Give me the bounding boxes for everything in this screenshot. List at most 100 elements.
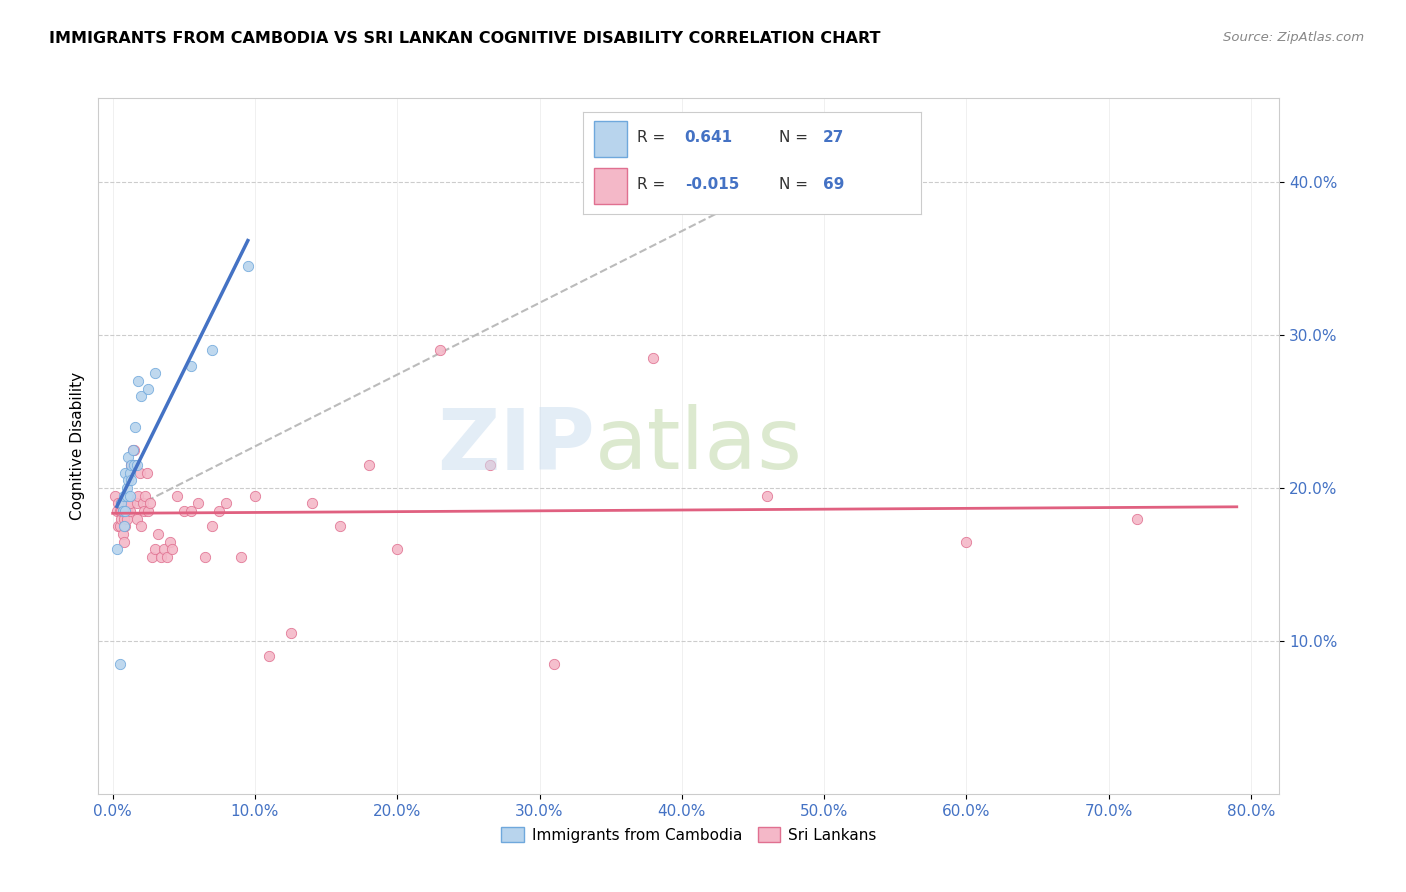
Point [131,496,153,510]
Bar [593,168,627,204]
Point [127,489,149,503]
Point [110,496,132,510]
Text: N =: N = [779,178,813,193]
Y-axis label: Cognitive Disability: Cognitive Disability [69,372,84,520]
Point [117,450,139,465]
Point [280,626,302,640]
Point [153,542,176,557]
Point [125,458,148,472]
Point [150,549,173,564]
Point [118,489,141,503]
Point [108,657,131,671]
Point [756,489,779,503]
Point [114,466,136,480]
Point [104,489,127,503]
Point [112,511,135,525]
Point [122,458,145,472]
Point [107,519,129,533]
Point [129,389,152,403]
Text: IMMIGRANTS FROM CAMBODIA VS SRI LANKAN COGNITIVE DISABILITY CORRELATION CHART: IMMIGRANTS FROM CAMBODIA VS SRI LANKAN C… [49,31,880,46]
Point [1126,511,1149,525]
Text: 27: 27 [823,130,845,145]
Point [173,504,195,518]
Point [208,504,231,518]
Point [114,519,136,533]
Point [110,496,132,510]
Point [105,504,128,518]
Point [117,474,139,488]
Point [132,504,155,518]
Point [143,542,166,557]
Text: 0.641: 0.641 [685,130,733,145]
Point [180,359,202,373]
Point [112,534,135,549]
Point [120,474,142,488]
Point [118,466,141,480]
Point [111,527,134,541]
Point [543,657,565,671]
Point [129,519,152,533]
Point [643,351,665,365]
Point [166,489,188,503]
Point [122,442,145,457]
Point [121,458,143,472]
Point [114,504,136,518]
Point [114,504,136,518]
Point [201,519,224,533]
Point [301,496,323,510]
Point [429,343,451,358]
Point [135,466,157,480]
Point [121,442,143,457]
Point [125,496,148,510]
Point [478,458,501,472]
Point [159,534,181,549]
Point [180,504,202,518]
Point [125,511,148,525]
Text: Source: ZipAtlas.com: Source: ZipAtlas.com [1223,31,1364,45]
Point [110,511,132,525]
Point [121,442,143,457]
Point [128,466,150,480]
Point [136,382,159,396]
Point [141,549,163,564]
Point [229,549,252,564]
Point [120,458,142,472]
Point [112,519,135,533]
Point [110,504,132,518]
Point [148,527,170,541]
Point [955,534,977,549]
Point [357,458,380,472]
Point [201,343,224,358]
Point [115,481,138,495]
Point [329,519,352,533]
Point [120,458,142,472]
Text: R =: R = [637,130,671,145]
Legend: Immigrants from Cambodia, Sri Lankans: Immigrants from Cambodia, Sri Lankans [495,821,883,849]
Point [162,542,184,557]
Point [115,511,138,525]
Point [127,374,149,388]
Text: R =: R = [637,178,671,193]
Point [108,504,131,518]
Text: N =: N = [779,130,813,145]
Text: 69: 69 [823,178,845,193]
Point [120,458,142,472]
Bar [593,120,627,157]
Point [138,496,160,510]
Point [156,549,179,564]
Point [243,489,266,503]
Point [387,542,409,557]
Point [115,489,138,503]
Point [105,542,128,557]
Point [111,504,134,518]
Point [112,504,135,518]
Point [117,496,139,510]
Point [194,549,217,564]
Point [136,504,159,518]
Text: atlas: atlas [595,404,803,488]
Point [143,367,166,381]
Point [236,260,259,274]
Point [134,489,156,503]
Point [107,496,129,510]
Text: -0.015: -0.015 [685,178,740,193]
